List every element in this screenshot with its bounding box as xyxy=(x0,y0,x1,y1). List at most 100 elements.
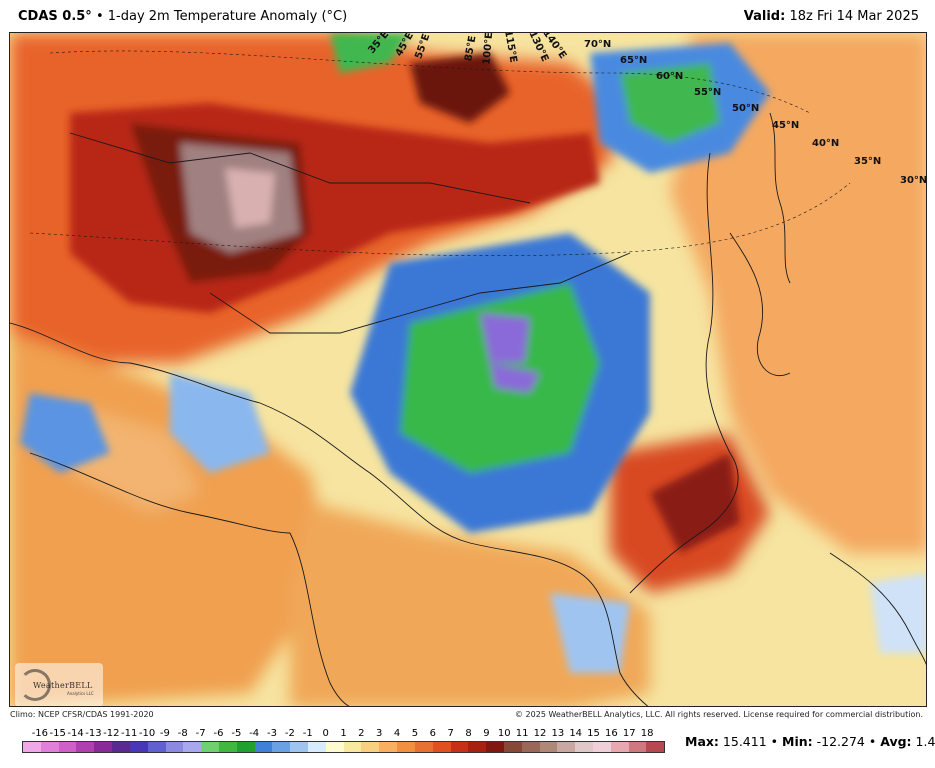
colorbar-tick-label: -1 xyxy=(302,728,313,739)
colorbar: -16 -15 -14 -13 -12 -11 -10 -9 -8 -7 -6 -5 -4 -3 -2 -1 0… xyxy=(22,728,665,754)
valid-value: 18z Fri 14 Mar 2025 xyxy=(789,9,919,24)
colorbar-swatch xyxy=(610,742,629,752)
colorbar-swatch xyxy=(183,742,202,752)
colorbar-swatch xyxy=(94,742,113,752)
colorbar-swatch xyxy=(343,742,362,752)
stats-avg-value: 1.476 xyxy=(915,734,935,749)
stats-bullet-2: • xyxy=(868,734,877,749)
weatherbell-logo: WeatherBELL Analytics LLC xyxy=(15,663,103,706)
colorbar-swatch xyxy=(646,742,665,752)
colorbar-tick-label: 18 xyxy=(640,728,654,739)
colorbar-swatch xyxy=(218,742,237,752)
stats-min-value: -12.274 xyxy=(816,734,865,749)
colorbar-swatch xyxy=(539,742,558,752)
colorbar-swatch xyxy=(414,742,433,752)
colorbar-swatch xyxy=(628,742,647,752)
colorbar-tick-label: -7 xyxy=(195,728,206,739)
lat-label-45n: 45°N xyxy=(772,120,800,131)
lat-label-30n: 30°N xyxy=(900,175,927,186)
colorbar-tick-label: -10 xyxy=(138,728,156,739)
colorbar-tick-label: -2 xyxy=(284,728,295,739)
colorbar-tick-label: 9 xyxy=(483,728,490,739)
colorbar-ticks: -16 -15 -14 -13 -12 -11 -10 -9 -8 -7 -6 -5 -4 -3 -2 -1 0… xyxy=(22,728,665,740)
lat-label-35n: 35°N xyxy=(854,156,882,167)
lat-label-50n: 50°N xyxy=(732,103,760,114)
colorbar-swatch xyxy=(432,742,451,752)
colorbar-swatch xyxy=(290,742,308,752)
climo-note: Climo: NCEP CFSR/CDAS 1991-2020 xyxy=(10,710,154,719)
hot-regions xyxy=(70,53,740,553)
stats-max-value: 15.411 xyxy=(722,734,767,749)
anomaly-map[interactable]: 70°N 65°N 60°N 55°N 50°N 45°N 40°N 35°N … xyxy=(9,32,927,707)
colorbar-swatch xyxy=(325,742,344,752)
product-name: 1-day 2m Temperature Anomaly (°C) xyxy=(107,9,348,24)
colorbar-tick-label: 3 xyxy=(376,728,383,739)
colorbar-swatch xyxy=(112,742,130,752)
map-field xyxy=(10,33,926,706)
model-name: CDAS 0.5° xyxy=(18,9,92,24)
colorbar-swatch xyxy=(503,742,522,752)
colorbar-swatch xyxy=(201,742,219,752)
colorbar-swatch xyxy=(58,742,77,752)
colorbar-tick-label: -13 xyxy=(85,728,102,739)
colorbar-tick-label: 4 xyxy=(393,728,401,739)
lat-label-40n: 40°N xyxy=(812,138,840,149)
colorbar-tick-label: 10 xyxy=(497,728,511,739)
stats-max-label: Max: xyxy=(685,734,719,749)
colorbar-tick-label: -5 xyxy=(231,728,242,739)
swirl-icon xyxy=(19,669,51,701)
colorbar-tick-label: -3 xyxy=(267,728,278,739)
logo-subtext: Analytics LLC xyxy=(67,691,94,696)
valid-label: Valid: xyxy=(743,9,786,24)
colorbar-swatch xyxy=(236,742,255,752)
colorbar-tick-label: -9 xyxy=(159,728,170,739)
colorbar-swatch xyxy=(308,742,326,752)
colorbar-tick-label: 15 xyxy=(587,728,600,739)
colorbar-swatch xyxy=(361,742,380,752)
title-bullet: • xyxy=(95,9,104,24)
colorbar-swatch xyxy=(23,742,41,752)
colorbar-tick-label: -15 xyxy=(49,728,66,739)
lat-label-55n: 55°N xyxy=(694,87,722,98)
colorbar-swatch xyxy=(379,742,398,752)
colorbar-swatch xyxy=(147,742,166,752)
colorbar-tick-label: 0 xyxy=(322,728,329,739)
colorbar-swatch xyxy=(593,742,611,752)
colorbar-tick-label: 8 xyxy=(465,728,472,739)
logo-text: WeatherBELL xyxy=(33,681,93,690)
colorbar-tick-label: -11 xyxy=(120,728,138,739)
colorbar-tick-label: 16 xyxy=(605,728,618,739)
colorbar-swatch xyxy=(165,742,184,752)
colorbar-tick-label: 12 xyxy=(533,728,547,739)
copyright-note: © 2025 WeatherBELL Analytics, LLC. All r… xyxy=(515,710,923,719)
map-title: CDAS 0.5° • 1-day 2m Temperature Anomaly… xyxy=(18,9,347,24)
colorbar-tick-label: -6 xyxy=(213,728,224,739)
coastlines-borders xyxy=(10,112,926,706)
colorbar-swatch xyxy=(468,742,487,752)
colorbar-tick-label: -8 xyxy=(177,728,188,739)
colorbar-tick-label: 6 xyxy=(429,728,436,739)
colorbar-swatch xyxy=(40,742,59,752)
colorbar-swatch xyxy=(450,742,469,752)
colorbar-swatch xyxy=(254,742,273,752)
header: CDAS 0.5° • 1-day 2m Temperature Anomaly… xyxy=(0,0,935,32)
colorbar-tick-label: 5 xyxy=(411,728,419,739)
colorbar-tick-label: 2 xyxy=(358,728,365,739)
colorbar-swatch xyxy=(575,742,593,752)
colorbar-swatch xyxy=(129,742,148,752)
colorbar-tick-label: 14 xyxy=(569,728,583,739)
colorbar-tick-label: 1 xyxy=(340,728,347,739)
colorbar-tick-label: 7 xyxy=(447,728,454,739)
valid-time: Valid: 18z Fri 14 Mar 2025 xyxy=(744,9,919,24)
colorbar-tick-label: 17 xyxy=(622,728,636,739)
colorbar-swatches xyxy=(22,741,665,753)
stats-avg-label: Avg: xyxy=(880,734,912,749)
colorbar-swatch xyxy=(557,742,576,752)
colorbar-tick-label: 11 xyxy=(515,728,529,739)
colorbar-tick-label: -16 xyxy=(31,728,49,739)
colorbar-swatch xyxy=(397,742,415,752)
colorbar-tick-label: -4 xyxy=(249,728,260,739)
lat-label-70n: 70°N xyxy=(584,39,612,50)
colorbar-tick-label: -14 xyxy=(67,728,84,739)
colorbar-swatch xyxy=(521,742,540,752)
